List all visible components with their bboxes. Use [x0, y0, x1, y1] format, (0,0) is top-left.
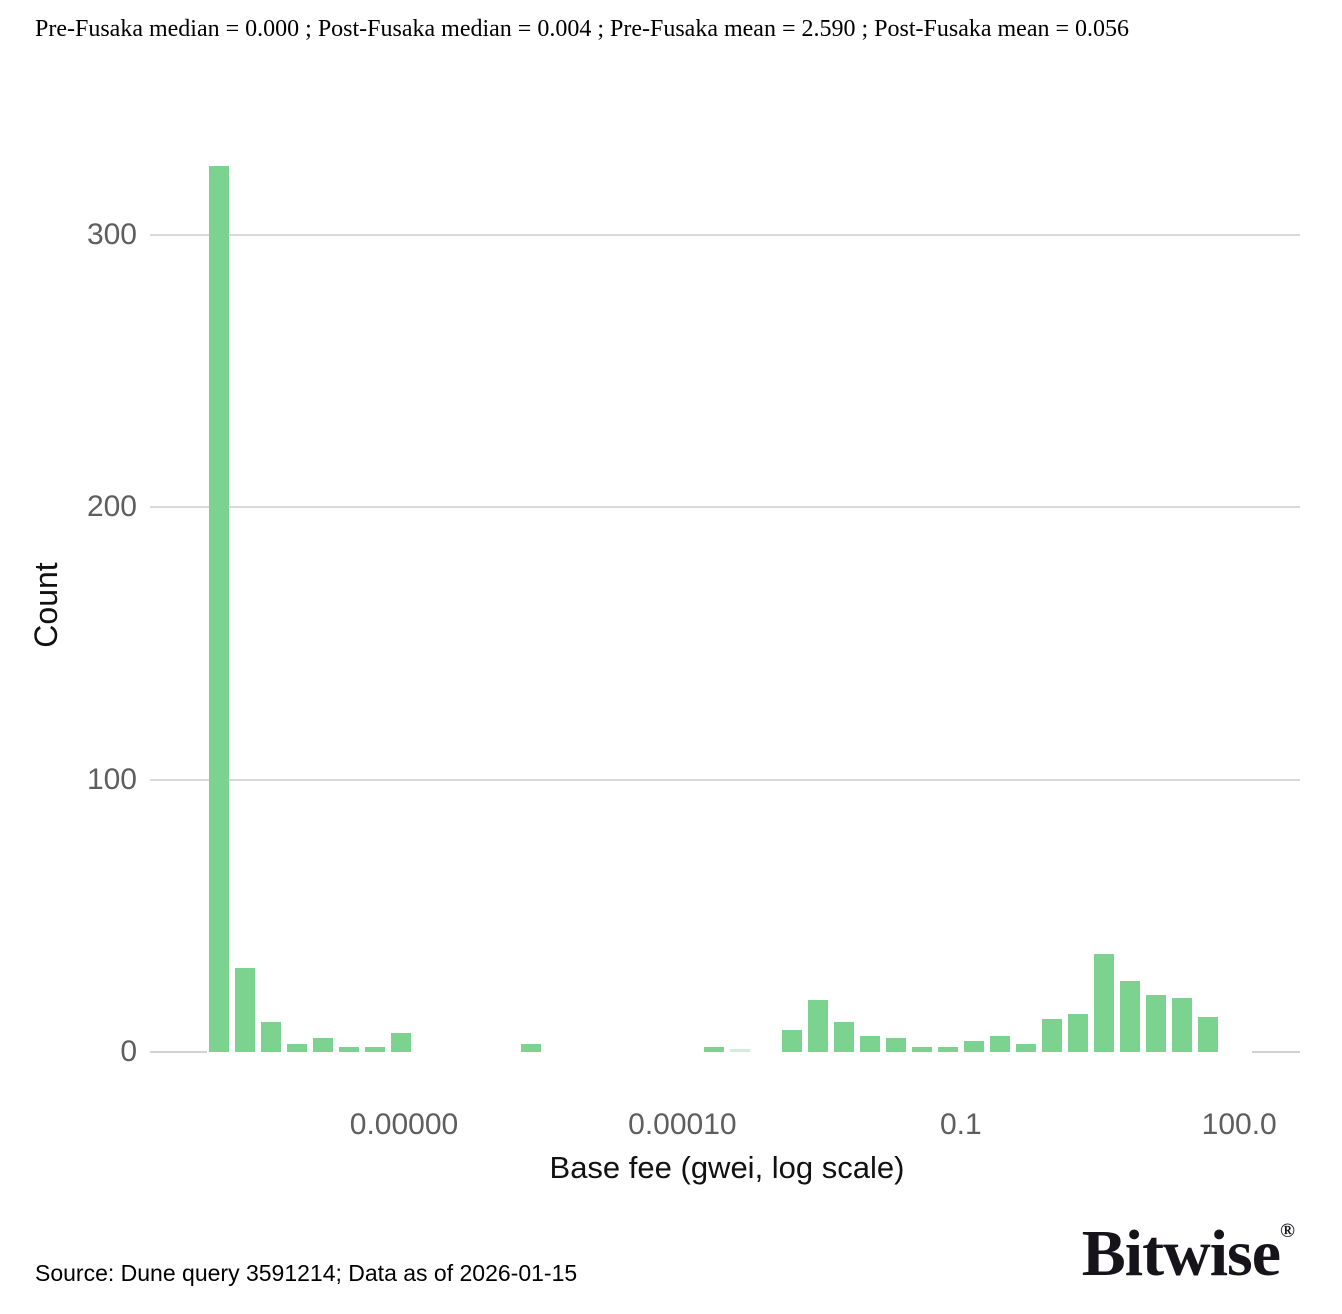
gridline-y-100 — [150, 778, 1300, 781]
histogram-bar — [1041, 1019, 1062, 1052]
y-tick-label: 0 — [120, 1035, 137, 1068]
registered-trademark-mark: ® — [1280, 1220, 1295, 1242]
histogram-bar — [365, 1046, 386, 1052]
x-axis-baseline-segment — [1252, 1051, 1300, 1053]
histogram-bar — [209, 166, 230, 1052]
histogram-bar — [963, 1041, 984, 1052]
gridline-y-300 — [150, 233, 1300, 236]
y-axis-label: Count — [28, 562, 64, 648]
histogram-bar — [391, 1032, 412, 1052]
gridline-y-200 — [150, 506, 1300, 508]
source-text: Source: Dune query 3591214; Data as of 2… — [35, 1260, 578, 1286]
x-tick-label: 100.0 — [1201, 1108, 1277, 1141]
histogram-bar — [339, 1046, 360, 1052]
histogram-bar — [885, 1038, 906, 1052]
histogram-bar — [729, 1049, 750, 1052]
histogram-bar — [1067, 1013, 1088, 1052]
chart-title: Pre-Fusaka median = 0.000 ; Post-Fusaka … — [35, 16, 1130, 42]
y-tick-label: 300 — [86, 217, 137, 251]
y-tick-label: 200 — [86, 490, 137, 523]
histogram-bar — [1145, 994, 1166, 1052]
histogram-bar — [833, 1022, 854, 1052]
histogram-bar — [1197, 1016, 1218, 1052]
histogram-bar — [807, 1000, 828, 1052]
x-tick-label: 0.00010 — [628, 1108, 737, 1141]
x-axis-label: Base fee (gwei, log scale) — [549, 1150, 905, 1185]
histogram-bar — [1119, 981, 1140, 1052]
histogram-bar — [911, 1046, 932, 1052]
histogram-bar — [1171, 997, 1192, 1052]
histogram-bar — [859, 1035, 880, 1052]
x-tick-label: 0.00000 — [349, 1108, 459, 1141]
histogram-bar — [521, 1043, 542, 1052]
bitwise-logo: Bitwise® — [1082, 1196, 1295, 1289]
histogram-bar — [313, 1038, 334, 1052]
y-tick-label: 100 — [86, 762, 137, 796]
x-tick-label: 0.1 — [939, 1108, 982, 1141]
histogram-bar — [287, 1043, 308, 1052]
histogram-bar — [1015, 1043, 1036, 1052]
histogram-bar — [937, 1046, 958, 1052]
histogram-bar — [781, 1030, 802, 1052]
histogram-bar — [703, 1046, 724, 1052]
histogram-bar — [261, 1022, 282, 1052]
bitwise-logo-wordmark: Bitwise — [1081, 1217, 1281, 1290]
histogram-bar — [989, 1035, 1010, 1052]
x-axis-baseline-segment — [150, 1051, 207, 1053]
histogram-bar — [235, 967, 256, 1052]
histogram-bar — [1093, 953, 1114, 1052]
